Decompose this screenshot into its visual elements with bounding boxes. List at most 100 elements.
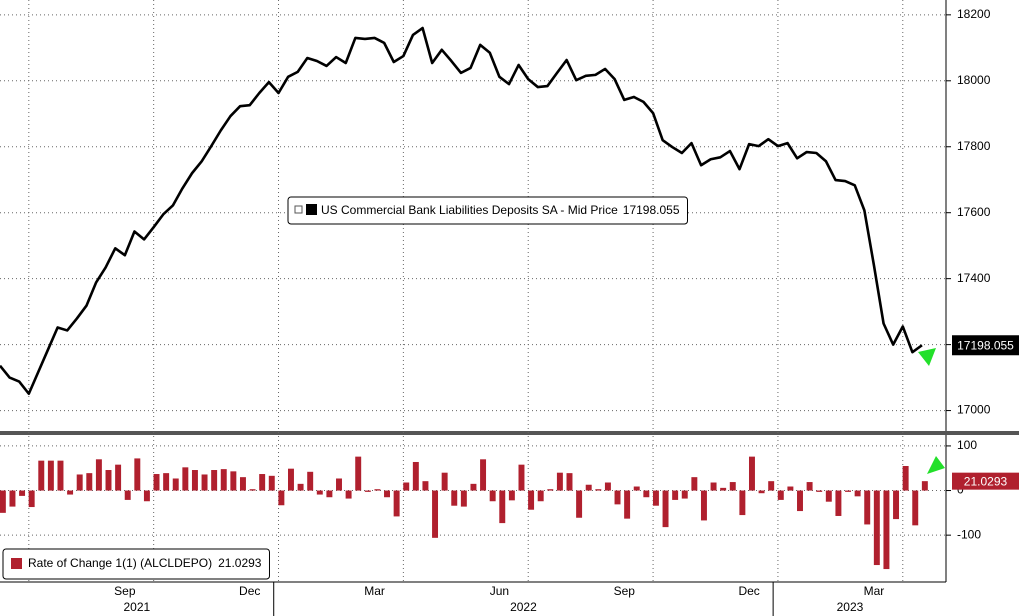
legend-value: 17198.055 [623,203,680,217]
value-tag [952,472,1019,490]
y-tick-label: 18200 [957,7,991,21]
bar [787,486,794,491]
x-tick-label: Dec [738,584,759,598]
arrow-marker [918,348,936,366]
bar [384,490,390,498]
legend-box [287,196,688,225]
bar [912,490,919,526]
bar [797,490,803,512]
bar [460,490,467,507]
bar [211,470,218,491]
bar [393,490,400,517]
bar [134,458,141,491]
legend: US Commercial Bank Liabilities Deposits … [287,196,688,225]
bar [633,486,640,491]
y-tick-label: 18000 [957,73,991,87]
bar [268,475,275,491]
legend-label: US Commercial Bank Liabilities Deposits … [321,203,618,217]
bar [230,471,237,491]
bar [163,473,170,491]
bar [28,490,35,508]
y-tick-label: 0 [957,483,964,497]
bar [153,474,160,491]
bar [115,464,122,491]
value-tag-label: 17198.055 [957,338,1014,352]
bar [355,456,362,491]
bar [201,474,208,491]
bar [239,477,246,491]
bar [105,470,112,491]
arrow-marker [927,456,945,474]
bar [95,459,102,491]
bar [758,490,765,494]
legend-value: 21.0293 [218,556,262,570]
bar [672,490,679,500]
legend: Rate of Change 1(1) (ALCLDEPO) 21.0293 [2,548,270,580]
bar [316,490,323,495]
legend-box [2,548,270,580]
bar [67,490,74,495]
bar [643,490,650,498]
bar [777,490,784,500]
bar [720,487,727,491]
bar [806,482,813,491]
bar [729,482,736,491]
bar [624,490,631,519]
bar [614,490,621,505]
bar [576,490,583,518]
bar [47,460,54,491]
bar [739,490,746,516]
bar [518,464,525,491]
legend-swatch [306,204,317,215]
bar [547,489,554,491]
x-tick-label: Sep [114,584,136,598]
bar [9,490,16,507]
bar [499,490,506,524]
bar [249,489,256,491]
bar [825,490,832,502]
legend-swatch [11,558,22,569]
x-group-label: 2023 [837,600,864,614]
bar [76,474,83,491]
value-tag-label: 21.0293 [964,474,1008,488]
bar [326,490,333,498]
bar [854,490,861,497]
x-tick-label: Jun [490,584,509,598]
y-tick-label: 17800 [957,139,991,153]
bar [57,460,64,491]
bar [191,470,198,491]
x-tick-label: Mar [864,584,885,598]
bar [556,472,563,491]
bar [432,490,439,538]
y-tick-label: 100 [957,438,977,452]
bar [0,490,6,513]
bar [422,481,429,491]
bar [297,483,304,491]
legend-icon [294,205,303,214]
bar [480,459,487,491]
bar [585,484,592,491]
line-series [0,26,923,396]
bar [652,490,659,506]
bar [489,490,496,502]
bar [604,482,611,491]
bar [364,490,371,492]
value-tag [952,335,1019,356]
bar [124,490,131,500]
bar [835,490,842,516]
bar [403,482,410,491]
bar [345,490,352,499]
bar [528,490,535,510]
bar [662,490,669,528]
bar [566,473,573,491]
x-group-label: 2022 [510,600,537,614]
x-tick-label: Dec [239,584,260,598]
bar [893,490,900,520]
bar [691,477,698,491]
bar [508,490,515,501]
bar [38,460,45,491]
bar [412,461,419,491]
bar [182,467,189,491]
